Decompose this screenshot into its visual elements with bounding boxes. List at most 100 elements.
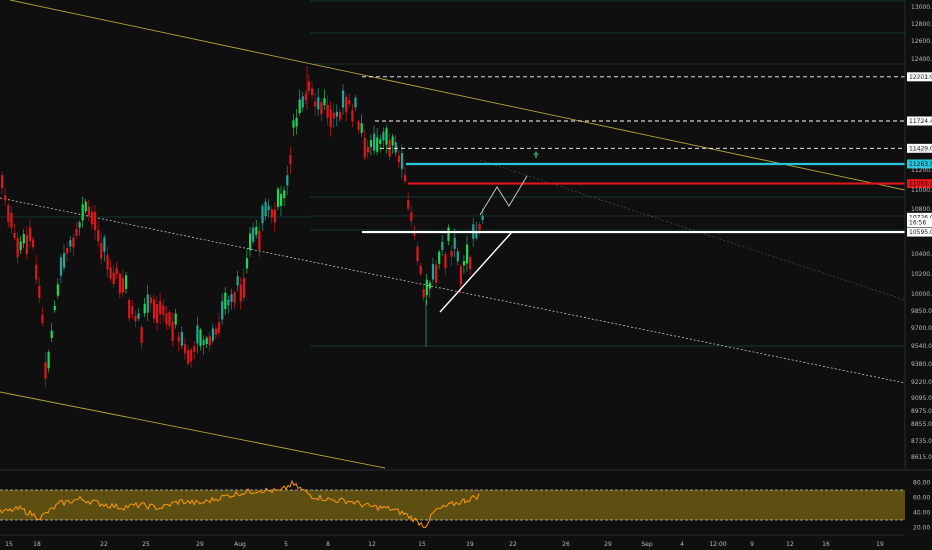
- candle-body: [428, 282, 431, 289]
- candle-body: [255, 226, 258, 235]
- candle-body: [351, 110, 354, 122]
- rsi-tick-label: 40.00: [913, 510, 930, 517]
- price-tick-label: 10800.0: [911, 206, 932, 213]
- upper-trendline[interactable]: [9, 0, 906, 191]
- candle-body: [44, 362, 47, 379]
- time-tick-label: 25: [142, 541, 150, 548]
- price-tick-label: 8735.0: [911, 438, 932, 445]
- candle-body: [118, 273, 121, 294]
- candle-body: [354, 97, 357, 108]
- candle-body: [450, 250, 453, 257]
- price-tick-label: 9220.0: [911, 379, 932, 386]
- time-tick-label: 15: [418, 541, 426, 548]
- price-tag: [907, 72, 932, 82]
- candle-body: [227, 299, 230, 306]
- trendlines: [0, 0, 906, 469]
- candle-body: [152, 299, 156, 319]
- candle-body: [413, 231, 416, 236]
- time-tick-label: 29: [196, 541, 204, 548]
- price-tick-label: 9850.0: [911, 308, 932, 315]
- price-tag: [907, 116, 932, 126]
- support-trendline[interactable]: [439, 231, 513, 313]
- candle-body: [249, 233, 252, 251]
- candle-body: [273, 209, 276, 223]
- candle-body: [128, 299, 131, 319]
- candle-body: [63, 253, 66, 268]
- candle-body: [236, 276, 239, 286]
- rsi-pane[interactable]: 80.00 60.00 40.00 20.00: [0, 469, 932, 532]
- price-tick-label: 8855.0: [911, 421, 932, 428]
- mid-dotted-trendline[interactable]: [0, 197, 906, 384]
- candle-body: [376, 137, 379, 152]
- candle-body: [320, 102, 323, 115]
- candle-body: [373, 133, 376, 151]
- candle-body: [4, 195, 7, 201]
- candle-body: [478, 224, 481, 231]
- time-tick-label: 12: [786, 541, 794, 548]
- candle-body: [56, 284, 59, 296]
- price-axis[interactable]: 12201.9 11724.4 11429.0 11263.5 11064.4 10726…: [904, 0, 932, 470]
- candle-body: [295, 117, 298, 127]
- candle-body: [447, 227, 450, 242]
- candlestick-series: [1, 66, 484, 388]
- price-tick-label: 12200.0: [911, 74, 932, 81]
- candle-body: [407, 200, 410, 209]
- candle-body: [137, 313, 140, 319]
- candle-body: [283, 190, 286, 199]
- candle-body: [13, 232, 16, 238]
- candle-body: [156, 304, 159, 323]
- candle-body: [106, 254, 109, 270]
- time-axis[interactable]: 15 18 22 25 29 Aug 5 8 12 15 19 22 26 29 Sep 4 12:00 9 12 1…: [0, 534, 905, 548]
- rsi-tick-label: 80.00: [913, 480, 930, 487]
- time-tick-label: 16: [822, 541, 830, 548]
- candle-body: [205, 337, 208, 345]
- candle-body: [379, 139, 382, 144]
- price-tag: [907, 159, 932, 169]
- time-tick-label: 9: [750, 541, 754, 548]
- candle-body: [419, 265, 422, 274]
- candle-body: [342, 90, 345, 108]
- price-tag-label: 11724.4: [909, 118, 932, 125]
- rsi-tick-label: 20.00: [913, 525, 930, 532]
- candle-body: [456, 251, 459, 262]
- candle-body: [125, 275, 128, 289]
- price-tag: [907, 218, 932, 227]
- lower-trendline[interactable]: [0, 391, 386, 469]
- price-tick-label: 12600.0: [911, 38, 932, 45]
- projection-path[interactable]: [479, 175, 528, 216]
- candle-body: [112, 272, 115, 284]
- price-tick-label: 8975.0: [911, 408, 932, 415]
- rsi-axis: 80.00 60.00 40.00 20.00: [913, 480, 930, 532]
- candle-body: [416, 246, 419, 262]
- time-tick-label: 15: [5, 541, 13, 548]
- candle-body: [348, 100, 351, 105]
- candle-body: [264, 201, 267, 217]
- candle-body: [81, 204, 84, 221]
- price-tick-label: 12400.0: [911, 56, 932, 63]
- candle-body: [115, 267, 118, 275]
- candle-body: [59, 257, 63, 276]
- price-tick-label: 11000.0: [911, 187, 932, 194]
- price-tick-label: 11400.0: [911, 148, 932, 155]
- candle-body: [298, 99, 301, 114]
- candle-body: [146, 294, 149, 313]
- candle-body: [134, 316, 137, 321]
- candle-body: [314, 101, 317, 107]
- candle-body: [149, 297, 152, 303]
- candle-body: [369, 140, 373, 147]
- candle-body: [382, 131, 385, 141]
- candle-body: [162, 305, 165, 315]
- candle-body: [329, 109, 332, 128]
- candle-body: [435, 264, 438, 283]
- candle-body: [357, 121, 360, 130]
- price-tick-label: 8615.0: [911, 454, 932, 461]
- candle-body: [391, 136, 394, 146]
- time-tick-label: 22: [100, 541, 108, 548]
- price-tag: [907, 227, 932, 237]
- candle-body: [41, 314, 44, 323]
- candle-body: [363, 137, 366, 158]
- candle-body: [469, 257, 472, 270]
- price-tag-label: 11263.5: [909, 161, 932, 168]
